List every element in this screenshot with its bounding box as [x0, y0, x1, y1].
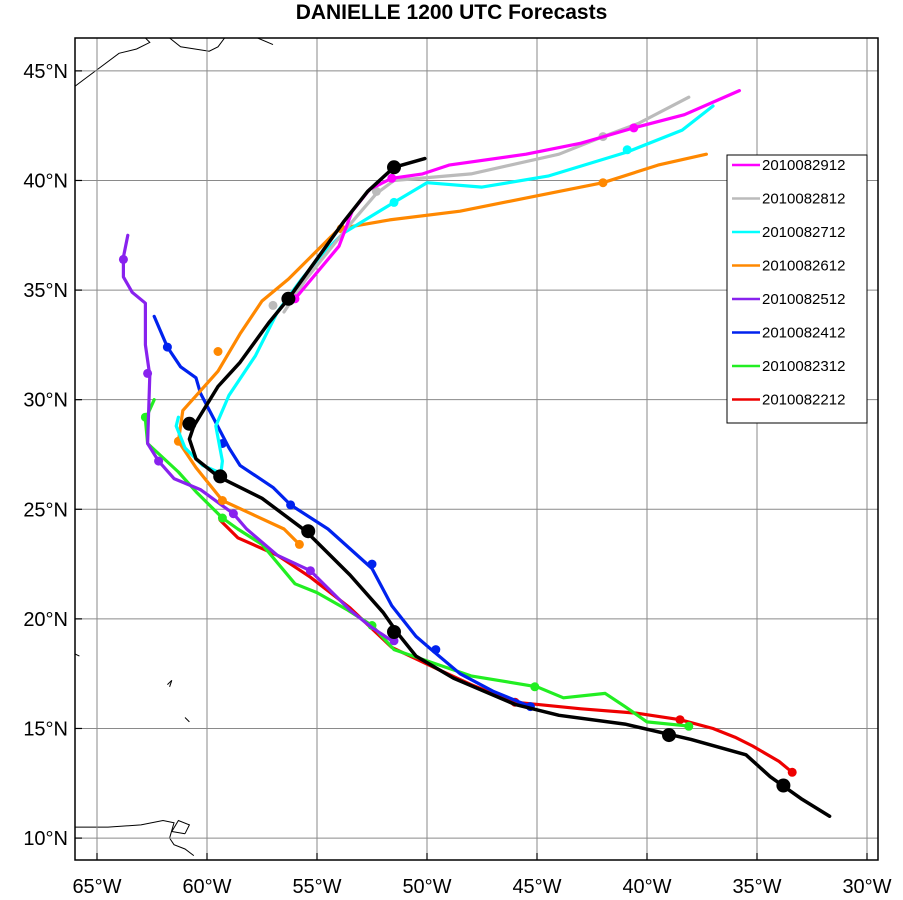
plot-frame: [74, 37, 879, 861]
x-tick-label: 55°W: [292, 876, 341, 898]
legend-label: 2010082212: [762, 392, 845, 409]
forecast-point: [162, 342, 172, 352]
coastline-segment: [75, 819, 195, 856]
best-track-point: [213, 469, 228, 484]
legend-label: 2010082312: [762, 358, 845, 375]
best-track-point: [387, 625, 401, 639]
best-track-point: [662, 728, 676, 743]
forecast-point: [213, 347, 223, 356]
y-tick-label: 25°N: [23, 499, 68, 521]
forecast-point: [684, 721, 694, 731]
y-tick-label: 35°N: [23, 280, 68, 302]
y-tick-label: 40°N: [23, 170, 68, 192]
forecast-point: [367, 559, 377, 569]
track-2010082512: [118, 233, 399, 646]
forecast-point: [305, 566, 315, 576]
chart-title: DANIELLE 1200 UTC Forecasts: [295, 1, 608, 24]
forecast-point: [118, 254, 128, 264]
x-tick-label: 40°W: [622, 876, 671, 898]
best-track-point: [776, 778, 791, 793]
coastline-segment: [167, 679, 173, 687]
forecast-point: [217, 496, 227, 505]
coastline-layer: [75, 38, 274, 856]
forecast-point: [217, 513, 227, 523]
forecast-point: [675, 715, 685, 725]
x-tick-label: 45°W: [512, 876, 561, 898]
forecast-point: [154, 456, 164, 466]
forecast-point: [787, 767, 797, 777]
y-tick-label: 20°N: [23, 609, 68, 631]
best-track-point: [301, 524, 316, 539]
forecast-point: [622, 145, 632, 155]
coastline-segment: [170, 819, 191, 835]
forecast-point: [598, 178, 608, 188]
forecast-point: [286, 500, 296, 510]
x-tick-label: 30°W: [842, 876, 891, 898]
forecast-point: [629, 123, 639, 133]
legend-label: 2010082412: [762, 325, 845, 342]
legend-label: 2010082912: [762, 157, 845, 174]
x-axis-ticks: 65°W 60°W 55°W 50°W 45°W 40°W 35°W 30°W: [72, 853, 892, 898]
legend-label: 2010082812: [762, 191, 845, 208]
coastline-segment: [75, 38, 151, 87]
x-tick-label: 35°W: [732, 876, 781, 898]
best-track-point: [281, 291, 296, 306]
coastline-segment: [257, 38, 274, 46]
legend-label: 2010082612: [762, 258, 845, 275]
forecast-point: [268, 300, 278, 310]
best-track-point: [387, 160, 401, 175]
forecast-point: [387, 173, 397, 183]
forecast-point: [294, 539, 304, 549]
track-line: [187, 156, 832, 818]
y-axis-ticks: 10°N 15°N 20°N 25°N 30°N 35°N 40°N 45°N: [23, 61, 82, 850]
legend: 2010082912 2010082812 2010082712 2010082612…: [726, 154, 868, 424]
best-track-point: [182, 416, 197, 431]
track-best-track: [182, 156, 832, 818]
legend-label: 2010082512: [762, 291, 845, 308]
x-tick-label: 60°W: [182, 876, 231, 898]
track-line: [121, 233, 394, 643]
forecast-point: [143, 368, 153, 378]
track-2010082312: [140, 398, 694, 731]
forecast-point: [389, 197, 399, 207]
forecast-point: [530, 682, 540, 692]
y-tick-label: 10°N: [23, 828, 68, 850]
legend-label: 2010082712: [762, 224, 845, 241]
coastline-segment: [169, 38, 226, 52]
forecast-point: [228, 509, 238, 519]
x-tick-label: 50°W: [402, 876, 451, 898]
forecast-point: [371, 186, 381, 196]
y-tick-label: 45°N: [23, 61, 68, 83]
grid-layer: [75, 38, 878, 860]
coastline-segment: [184, 717, 190, 723]
track-line: [143, 398, 693, 728]
y-tick-label: 15°N: [23, 718, 68, 740]
track-layer: [118, 88, 832, 818]
forecast-point: [431, 645, 441, 655]
x-tick-label: 65°W: [72, 876, 121, 898]
y-tick-label: 30°N: [23, 390, 68, 412]
